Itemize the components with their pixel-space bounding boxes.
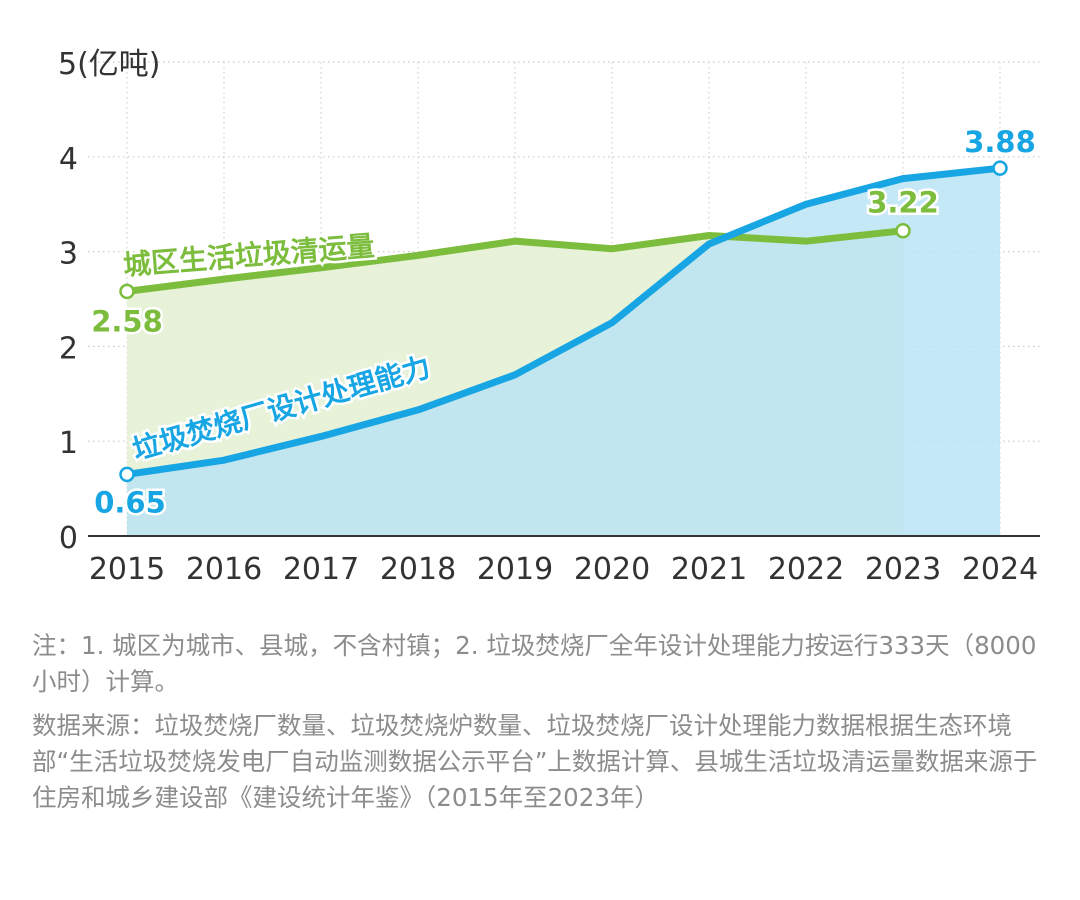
x-tick-label: 2022 [768, 552, 844, 587]
axes: 0 1 2 3 4 5(亿吨) 2015 2016 2017 2018 2019 2020 2021 20… [58, 47, 1040, 587]
green-start-marker [119, 283, 135, 300]
y-axis-unit-label: 5(亿吨) [58, 47, 161, 82]
y-tick-label: 4 [59, 142, 78, 177]
green-start-value-label: 2.58 [91, 304, 163, 338]
blue-start-value-label: 0.65 [94, 485, 166, 519]
x-tick-label: 2023 [865, 552, 941, 587]
y-tick-label: 2 [59, 331, 78, 366]
x-tick-label: 2021 [671, 552, 747, 587]
chart-note: 注：1. 城区为城市、县城，不含村镇；2. 垃圾焚烧厂全年设计处理能力按运行33… [32, 631, 1037, 696]
x-tick-label: 2017 [283, 552, 359, 587]
x-tick-label: 2018 [380, 552, 456, 587]
y-tick-label: 1 [59, 426, 78, 461]
blue-series-line [123, 164, 1004, 478]
green-end-marker [895, 222, 911, 239]
blue-end-value-label: 3.88 [964, 125, 1036, 159]
y-tick-label: 3 [59, 237, 78, 272]
x-tick-label: 2019 [477, 552, 553, 587]
y-tick-label: 0 [59, 521, 78, 556]
green-end-value-label: 3.22 [867, 186, 939, 220]
area-line-chart: 0 1 2 3 4 5(亿吨) 2015 2016 2017 2018 2019 2020 2021 20… [58, 47, 1040, 587]
data-source: 数据来源：垃圾焚烧厂数量、垃圾焚烧炉数量、垃圾焚烧厂设计处理能力数据根据生态环境… [32, 711, 1038, 812]
series-lines [119, 160, 1008, 483]
blue-end-marker [992, 160, 1008, 176]
x-tick-label: 2016 [186, 552, 262, 587]
x-tick-label: 2015 [89, 552, 165, 587]
x-tick-label: 2024 [962, 552, 1038, 587]
green-series-line [123, 227, 907, 295]
x-tick-label: 2020 [574, 552, 650, 587]
blue-start-marker [119, 466, 135, 483]
footnotes: 注：1. 城区为城市、县城，不含村镇；2. 垃圾焚烧厂全年设计处理能力按运行33… [32, 628, 1052, 824]
